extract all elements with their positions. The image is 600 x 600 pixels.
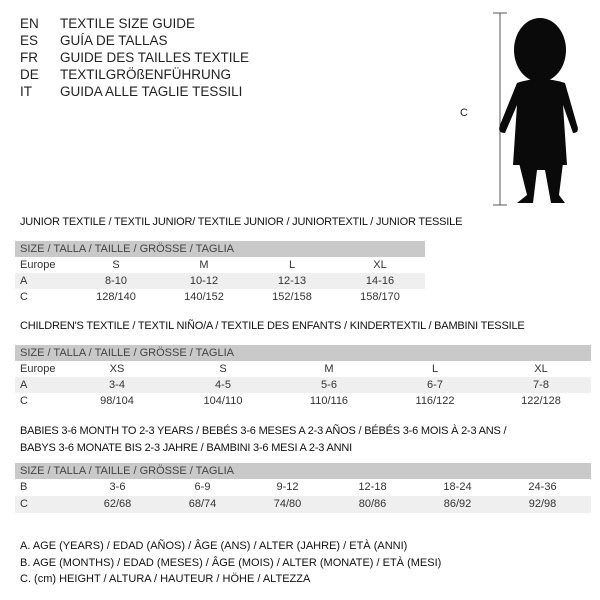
table-row: Europe XS S M L XL <box>15 361 591 377</box>
cell: Europe <box>20 363 56 375</box>
cell: 62/68 <box>103 498 132 510</box>
cell: 98/104 <box>100 395 134 407</box>
cell: C <box>20 291 28 303</box>
table-row: A 8-10 10-12 12-13 14-16 <box>15 273 425 289</box>
cell: 92/98 <box>528 498 557 510</box>
cell: A <box>20 275 28 287</box>
babies-heading-line-1: BABIES 3-6 MONTH TO 2-3 YEARS / BEBÉS 3-… <box>20 425 507 437</box>
table-row: Europe S M L XL <box>15 257 425 273</box>
cell: 140/152 <box>184 291 224 303</box>
table-row: C 62/68 68/74 74/80 80/86 86/92 92/98 <box>15 496 591 513</box>
cell: L <box>431 363 439 375</box>
table-row: C 98/104 104/110 110/116 116/122 122/128 <box>15 393 591 409</box>
title-es: ES GUÍA DE TALLAS <box>20 32 249 49</box>
cell: 8-10 <box>104 275 128 287</box>
cell: 5-6 <box>321 379 337 391</box>
table-header: SIZE / TALLA / TAILLE / GRÖSSE / TAGLIA <box>15 241 425 257</box>
table-row: B 3-6 6-9 9-12 12-18 18-24 24-36 <box>15 479 591 496</box>
cell: 122/128 <box>521 395 561 407</box>
cell: C <box>20 498 28 510</box>
babies-size-table: SIZE / TALLA / TAILLE / GRÖSSE / TAGLIA … <box>15 463 591 513</box>
table-row: C 128/140 140/152 152/158 158/170 <box>15 289 425 305</box>
cell: 9-12 <box>276 481 299 493</box>
lang-title: TEXTILGRÖßENFÜHRUNG <box>60 67 232 82</box>
cell: 110/116 <box>309 395 349 407</box>
cell: 116/122 <box>415 395 455 407</box>
junior-heading: JUNIOR TEXTILE / TEXTIL JUNIOR/ TEXTILE … <box>20 216 463 228</box>
lang-code: IT <box>20 84 32 99</box>
cell: S <box>219 363 227 375</box>
cell: 158/170 <box>360 291 400 303</box>
title-en: EN TEXTILE SIZE GUIDE <box>20 15 249 32</box>
cell: A <box>20 379 28 391</box>
cell: 6-7 <box>427 379 443 391</box>
lang-title: GUIDE DES TAILLES TEXTILE <box>60 50 250 65</box>
cell: 104/110 <box>203 395 243 407</box>
title-fr: FR GUIDE DES TAILLES TEXTILE <box>20 49 249 66</box>
cell: XL <box>373 259 387 271</box>
table-header: SIZE / TALLA / TAILLE / GRÖSSE / TAGLIA <box>15 463 591 479</box>
cell: 128/140 <box>96 291 136 303</box>
cell: 80/86 <box>358 498 387 510</box>
cell: M <box>324 363 334 375</box>
cell: XS <box>109 363 125 375</box>
cell: Europe <box>20 259 56 271</box>
cell: 18-24 <box>443 481 472 493</box>
cell: 74/80 <box>273 498 302 510</box>
children-size-table: SIZE / TALLA / TAILLE / GRÖSSE / TAGLIA … <box>15 345 591 409</box>
lang-code: EN <box>20 16 39 31</box>
cell: 14-16 <box>365 275 395 287</box>
table-row: A 3-4 4-5 5-6 6-7 7-8 <box>15 377 591 393</box>
cell: M <box>199 259 209 271</box>
legend-height: C. (cm) HEIGHT / ALTURA / HAUTEUR / HÖHE… <box>20 573 311 585</box>
cell: 3-6 <box>109 481 126 493</box>
cell: 12-13 <box>277 275 307 287</box>
lang-code: FR <box>20 50 38 65</box>
table-header: SIZE / TALLA / TAILLE / GRÖSSE / TAGLIA <box>15 345 591 361</box>
lang-title: GUIDA ALLE TAGLIE TESSILI <box>60 84 243 99</box>
junior-size-table: SIZE / TALLA / TAILLE / GRÖSSE / TAGLIA … <box>15 241 425 305</box>
title-it: IT GUIDA ALLE TAGLIE TESSILI <box>20 83 249 100</box>
cell: B <box>20 481 28 493</box>
cell: 7-8 <box>533 379 549 391</box>
cell: 6-9 <box>194 481 211 493</box>
language-titles: EN TEXTILE SIZE GUIDE ES GUÍA DE TALLAS FR… <box>20 15 249 100</box>
cell: 10-12 <box>189 275 219 287</box>
legend-age-months: B. AGE (MONTHS) / EDAD (MESES) / ÂGE (MO… <box>20 556 442 569</box>
cell: 24-36 <box>528 481 557 493</box>
children-heading: CHILDREN'S TEXTILE / TEXTIL NIÑO/A / TEX… <box>20 320 525 332</box>
cell: 3-4 <box>109 379 125 391</box>
babies-heading-line-2: BABYS 3-6 MONATE BIS 2-3 JAHRE / BAMBINI… <box>20 442 352 454</box>
title-de: DE TEXTILGRÖßENFÜHRUNG <box>20 66 249 83</box>
cell: 86/92 <box>443 498 472 510</box>
height-measure-label: C <box>460 107 468 119</box>
cell: 4-5 <box>215 379 231 391</box>
lang-title: GUÍA DE TALLAS <box>60 33 168 48</box>
cell: C <box>20 395 28 407</box>
baby-silhouette-icon <box>493 12 578 206</box>
cell: L <box>288 259 296 271</box>
lang-code: DE <box>20 67 39 82</box>
lang-title: TEXTILE SIZE GUIDE <box>60 16 196 31</box>
lang-code: ES <box>20 33 39 48</box>
cell: 12-18 <box>358 481 387 493</box>
cell: 152/158 <box>272 291 312 303</box>
cell: 68/74 <box>188 498 217 510</box>
cell: S <box>112 259 120 271</box>
legend: A. AGE (YEARS) / EDAD (AÑOS) / ÂGE (ANS)… <box>20 538 441 588</box>
legend-age-years: A. AGE (YEARS) / EDAD (AÑOS) / ÂGE (ANS)… <box>20 540 408 552</box>
cell: XL <box>534 363 548 375</box>
